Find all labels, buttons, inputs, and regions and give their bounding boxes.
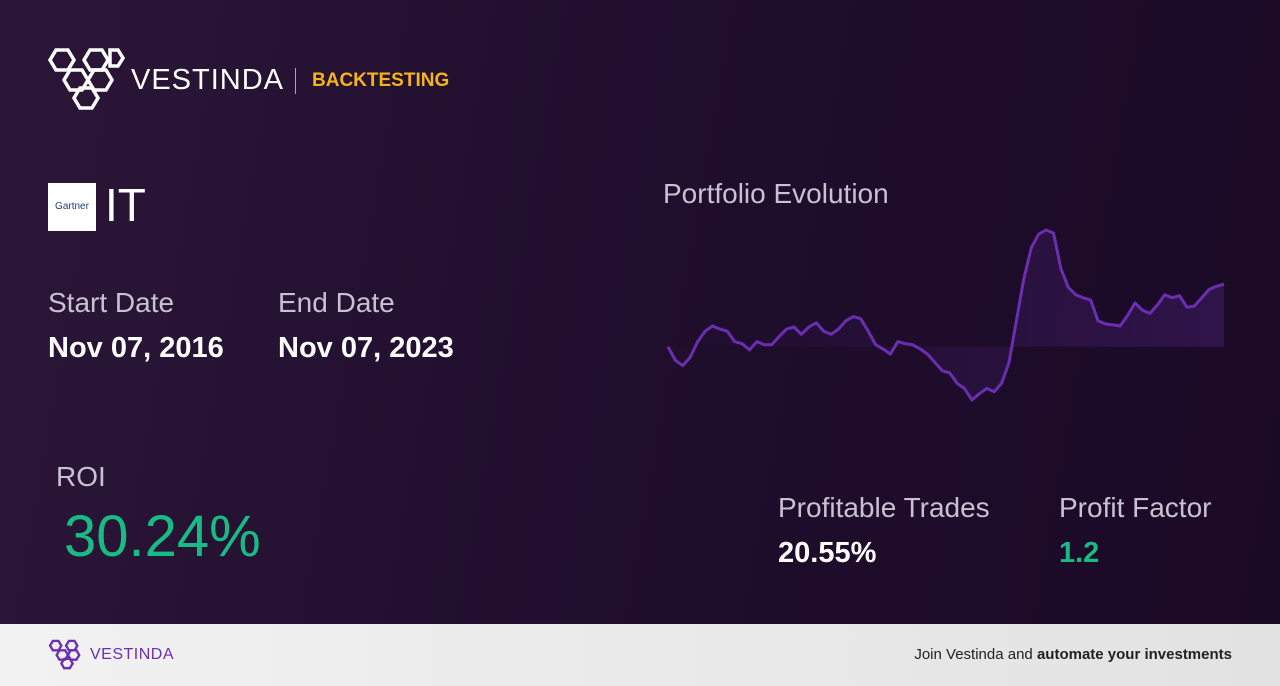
ticker: IT: [105, 179, 146, 231]
asset-logo: Gartner: [48, 183, 96, 231]
roi-label: ROI: [56, 461, 106, 492]
trades-value: 20.55%: [778, 537, 877, 569]
footer-logo: [48, 639, 81, 670]
trades-label: Profitable Trades: [778, 492, 990, 523]
cta-plain: Join Vestinda and: [914, 646, 1033, 663]
sparkline-area: [668, 230, 1224, 400]
brand-name: VESTINDA: [131, 64, 285, 96]
brand-logo: [47, 48, 126, 110]
divider: [295, 68, 296, 94]
sparkline: [666, 228, 1225, 402]
footer: VESTINDA Join Vestinda and automate your…: [0, 624, 1280, 686]
factor-value: 1.2: [1059, 537, 1100, 569]
chart-title: Portfolio Evolution: [663, 178, 889, 209]
end-date: Nov 07, 2023: [278, 332, 454, 364]
footer-cta: Join Vestinda and automate your investme…: [914, 646, 1232, 663]
roi-value: 30.24%: [64, 504, 261, 569]
start-date: Nov 07, 2016: [48, 332, 224, 364]
sparkline-line: [666, 228, 1225, 402]
section-name: BACKTESTING: [312, 70, 450, 91]
cta-bold: automate your investments: [1036, 646, 1232, 663]
footer-brand: VESTINDA: [90, 646, 175, 663]
end-label: End Date: [278, 287, 395, 318]
factor-label: Profit Factor: [1059, 492, 1212, 523]
start-label: Start Date: [48, 287, 175, 318]
